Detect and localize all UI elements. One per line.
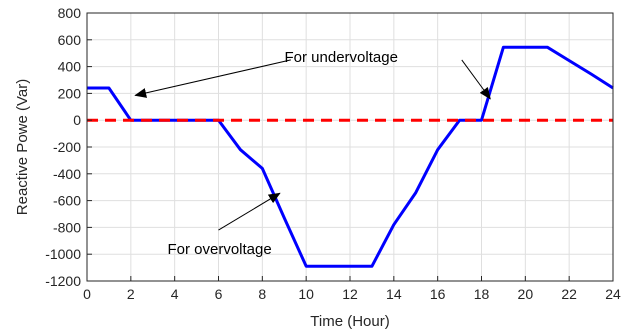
series-layer — [87, 45, 614, 268]
grid — [86, 12, 614, 282]
y-tick-label: -600 — [53, 193, 81, 209]
x-axis-label: Time (Hour) — [310, 313, 389, 330]
x-tick-label: 16 — [430, 286, 446, 302]
annotation-text: For overvoltage — [167, 241, 271, 258]
x-tick-label: 8 — [258, 286, 266, 302]
y-tick-label: -800 — [53, 219, 81, 235]
y-tick-label: 800 — [58, 5, 82, 21]
x-tick-label: 18 — [474, 286, 490, 302]
x-tick-label: 0 — [83, 286, 91, 302]
reactive-power-line — [87, 45, 614, 268]
ticks: 0 2 4 6 8 10 12 14 16 18 20 22 248006004002000-200-4… — [45, 5, 621, 302]
annotation-arrow — [461, 59, 491, 100]
x-tick-label: 2 — [127, 286, 135, 302]
x-tick-label: 24 — [605, 286, 621, 302]
y-tick-label: -200 — [53, 139, 81, 155]
y-tick-label: 200 — [58, 85, 82, 101]
x-tick-label: 22 — [561, 286, 577, 302]
x-tick-label: 14 — [386, 286, 402, 302]
x-tick-label: 12 — [342, 286, 358, 302]
y-tick-label: -400 — [53, 166, 81, 182]
annotations: For undervoltage For overvoltage — [134, 49, 491, 258]
x-tick-label: 10 — [298, 286, 314, 302]
y-tick-label: -1200 — [45, 273, 81, 289]
y-tick-label: 0 — [73, 112, 81, 128]
x-tick-label: 20 — [518, 286, 534, 302]
x-tick-label: 4 — [171, 286, 179, 302]
x-tick-label: 6 — [215, 286, 223, 302]
y-tick-label: 600 — [58, 32, 82, 48]
y-axis-label: Reactive Powe (Var) — [14, 79, 31, 215]
annotation-arrow — [134, 59, 291, 98]
y-tick-label: -1000 — [45, 246, 81, 262]
annotation-arrow — [218, 192, 281, 231]
y-tick-label: 400 — [58, 59, 82, 75]
annotation-text: For undervoltage — [285, 49, 398, 66]
